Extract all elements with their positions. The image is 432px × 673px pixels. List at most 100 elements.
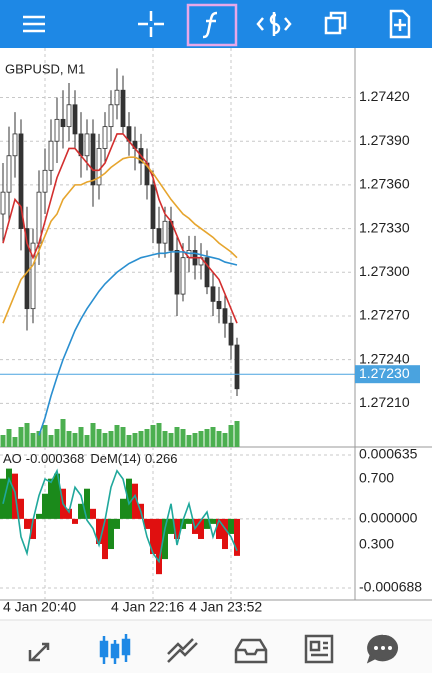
y-tick-label: 1.27420 (359, 88, 410, 104)
volume-bar (42, 425, 48, 447)
candle-body (210, 286, 216, 302)
volume-bar (198, 431, 204, 447)
volume-bar (186, 435, 192, 447)
volume-bar (162, 431, 168, 447)
volume-bar (60, 419, 66, 447)
trade-button[interactable] (256, 12, 292, 36)
indicator-chart: 0.000635 0.000000 -0.000688 0.700 0.300 4 Jan… (0, 446, 422, 615)
history-tab[interactable] (234, 638, 268, 664)
ao-bar (48, 478, 54, 519)
candle-body (180, 257, 186, 295)
series-line (38, 251, 238, 436)
ao-bar (66, 508, 72, 519)
function-icon (202, 11, 218, 39)
crosshair-button[interactable] (138, 11, 164, 37)
y2-tick-label: 0.700 (359, 470, 394, 486)
ao-bar (120, 498, 126, 519)
ao-bar (72, 518, 78, 524)
ao-bar (78, 503, 84, 519)
ao-bar (186, 518, 192, 524)
volume-bar (96, 429, 102, 447)
new-order-button[interactable] (389, 9, 411, 39)
volume-bar (192, 433, 198, 447)
y2-tick-label: 0.300 (359, 536, 394, 552)
volume-bar (90, 423, 96, 447)
candle-body (6, 155, 12, 193)
y-tick-label: 1.27300 (359, 263, 410, 279)
ao-bar (108, 518, 114, 550)
volume-bar (72, 433, 78, 447)
indicator-legend: AO -0.000368 DeM(14) 0.266 (3, 451, 177, 466)
bottom-nav (0, 620, 432, 673)
ao-bar (228, 518, 234, 534)
volume-bar (138, 431, 144, 447)
y-tick-label: 1.27330 (359, 219, 410, 235)
volume-bar (108, 431, 114, 447)
volume-bar (222, 433, 228, 447)
legend-name: DeM(14) (90, 451, 141, 466)
ao-bar (198, 518, 204, 539)
x-tick-label: 4 Jan 22:16 (111, 599, 184, 615)
menu-button[interactable] (23, 15, 45, 33)
ao-bar (132, 483, 138, 519)
volume-bar (210, 427, 216, 447)
legend-value: 0.266 (145, 451, 178, 466)
legend-name: AO (3, 451, 22, 466)
candle-body (96, 148, 102, 186)
x-tick-label: 4 Jan 20:40 (3, 599, 76, 615)
ao-bar (114, 518, 120, 529)
volume-bar (6, 429, 12, 447)
candle-body (72, 104, 78, 135)
ao-bar (168, 518, 174, 534)
plot-area (0, 447, 355, 600)
candle-body (78, 133, 84, 157)
candle-body (120, 89, 126, 128)
quotes-tab[interactable] (28, 642, 50, 662)
symbol-title: GBPUSD, M1 (5, 61, 85, 76)
volume-bar (228, 425, 234, 447)
y-tick-label: 0.000635 (359, 446, 418, 462)
candle-body (66, 104, 72, 128)
x-tick-label: 4 Jan 23:52 (189, 599, 262, 615)
ao-bar (156, 518, 162, 575)
y-tick-label: 0.000000 (359, 510, 418, 526)
ao-bar (24, 518, 30, 529)
series-line (2, 133, 238, 324)
candle-body (60, 118, 66, 128)
windows-button[interactable] (324, 11, 347, 35)
ao-bar (90, 508, 96, 519)
candle-body (150, 184, 156, 229)
chat-dot (381, 646, 385, 650)
ao-bar (36, 513, 42, 519)
candle-body (204, 257, 210, 288)
candle-body (48, 140, 54, 171)
candle-body (174, 250, 180, 295)
candle-body (228, 322, 234, 346)
ao-bar (204, 518, 210, 529)
price-chart: 1.27420 1.27390 1.27360 1.27330 1.27300 1.272… (0, 48, 420, 447)
current-price-tag (355, 365, 420, 384)
series-line (2, 156, 238, 324)
ao-bar (162, 518, 168, 560)
candle-body (12, 133, 18, 157)
candle-body (216, 300, 222, 310)
ao-bar (6, 468, 12, 519)
volume-bar (24, 423, 30, 447)
volume-bar (174, 427, 180, 447)
chat-dot (388, 646, 392, 650)
indicators-button[interactable] (186, 3, 238, 47)
ao-bar (126, 478, 132, 519)
news-tab[interactable] (304, 634, 334, 664)
ao-bar (18, 498, 24, 519)
volume-bar (12, 437, 18, 447)
volume-bar (0, 435, 6, 447)
trade-tab[interactable] (167, 638, 198, 663)
chart-tab[interactable] (99, 634, 131, 664)
volume-bar (54, 429, 60, 447)
plot-area (0, 48, 355, 447)
ao-bar (96, 518, 102, 545)
chat-dot (374, 646, 378, 650)
volume-bar (180, 429, 186, 447)
volume-bar (36, 431, 42, 447)
